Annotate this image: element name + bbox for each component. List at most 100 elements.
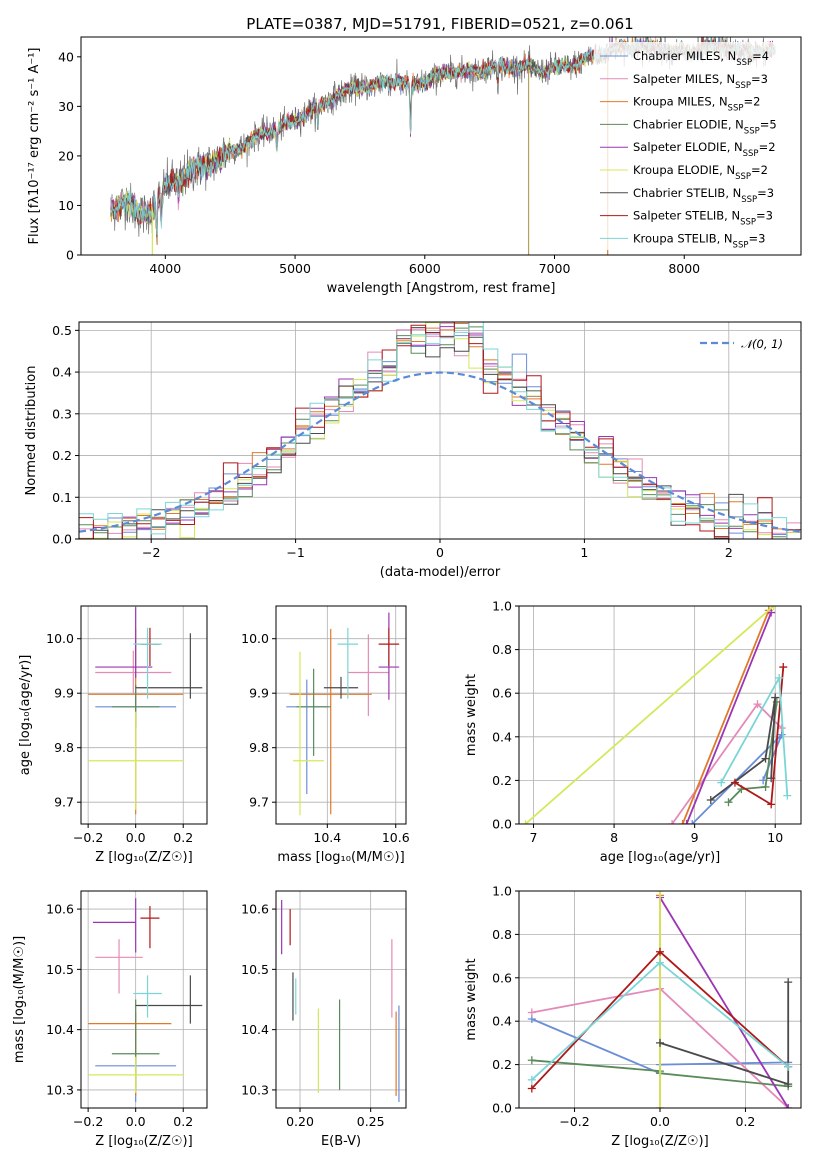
error-bar-point [95, 939, 143, 994]
error-bar-point [337, 627, 359, 699]
panel-age-vs-z: −0.2 0.0 0.2 9.7 9.8 9.9 10.0 Z [log₁₀(Z/Z☉)] ag… [18, 606, 207, 865]
error-bar-point [95, 607, 153, 678]
error-bar-point [296, 668, 331, 756]
axes-frame [275, 605, 407, 825]
legend-entry: Chabrier MILES, NSSP=4 [633, 49, 769, 68]
ticks: −0.2 0.0 0.2 0.0 0.2 0.4 0.6 0.8 1.0 [492, 884, 755, 1130]
ticks: −0.2 0.0 0.2 9.7 9.8 9.9 10.0 [46, 631, 193, 845]
y-tick-label: 0.5 [52, 323, 72, 338]
error-bar-point [135, 633, 203, 699]
x-tick-label: 0.2 [736, 1114, 756, 1129]
mass-weight-marker [521, 820, 530, 824]
x-axis-label: wavelength [Angstrom, rest frame] [327, 281, 556, 296]
y-tick-label: 30 [58, 99, 74, 114]
y-tick-label: 0 [66, 248, 74, 263]
y-tick-label: 0.0 [492, 1101, 512, 1116]
y-tick-label: 9.8 [54, 740, 74, 755]
x-axis-label: Z [log₁₀(Z/Z☉)] [95, 1134, 192, 1149]
x-tick-label: 0.2 [173, 830, 193, 845]
y-axis-label: mass weight [464, 674, 479, 756]
y-tick-label: 0.2 [492, 773, 512, 788]
spectrum-legend: Chabrier MILES, NSSP=4 Salpeter MILES, NS… [594, 42, 794, 250]
plot-area [521, 606, 792, 824]
y-tick-label: 10.0 [241, 631, 269, 646]
x-tick-label: 0.0 [650, 1114, 670, 1129]
residual-histogram [79, 322, 801, 539]
axes-frame [518, 605, 802, 825]
mass-weight-marker [724, 798, 733, 807]
plot-area [527, 891, 793, 1108]
x-tick-label: 0.0 [126, 830, 146, 845]
x-axis-label: Z [log₁₀(Z/Z☉)] [611, 1134, 708, 1149]
y-tick-label: 0.6 [492, 686, 512, 701]
error-bar-point [293, 651, 324, 816]
axes-frame [80, 890, 208, 1109]
plot-area [88, 607, 203, 815]
panel-residuals: −2 −1 0 1 2 0.0 0.1 0.2 0.3 0.4 0.5 (data-model)/er… [24, 322, 801, 580]
x-tick-label: 0 [436, 545, 444, 560]
y-axis-label: age [log₁₀(age/yr)] [18, 655, 33, 776]
legend-entry: Kroupa STELIB, NSSP=3 [633, 231, 765, 250]
y-tick-label: 9.7 [249, 795, 269, 810]
ticks: 4000 5000 6000 7000 8000 0 10 20 30 40 [58, 49, 700, 276]
plot-area [286, 612, 400, 816]
mass-weight-marker [706, 796, 715, 805]
y-tick-label: 0.2 [492, 1057, 512, 1072]
y-tick-label: 10.3 [241, 1082, 269, 1097]
mass-weight-marker [767, 608, 776, 617]
panel-age-vs-mass: 10.4 10.6 9.7 9.8 9.9 10.0 mass [log₁₀(M/M☉)] [241, 606, 410, 865]
mass-weight-marker [775, 673, 784, 682]
mass-weight-marker [761, 782, 770, 791]
y-tick-label: 0.4 [492, 729, 512, 744]
mass-weight-marker [656, 891, 664, 895]
mass-weight-marker [678, 820, 687, 824]
mass-weight-marker [761, 754, 770, 763]
x-tick-label: −0.2 [559, 1114, 589, 1129]
error-bar-point [289, 628, 372, 815]
axes-frame [275, 890, 407, 1109]
mass-weight-marker [753, 700, 762, 709]
y-tick-label: 0.0 [492, 817, 512, 832]
x-tick-label: 8000 [668, 261, 700, 276]
mass-weight-line [727, 701, 778, 803]
mass-weight-marker [656, 1038, 664, 1047]
axes-frame [80, 36, 802, 256]
mass-weight-marker [769, 606, 778, 610]
panel-mass-vs-ebv: 0.20 0.25 10.3 10.4 10.5 10.6 E(B-V) [241, 891, 406, 1149]
mass-weight-marker [784, 1062, 793, 1071]
legend-entry: 𝒩(0, 1) [741, 337, 783, 351]
ticks: 0.20 0.25 10.3 10.4 10.5 10.6 [241, 902, 384, 1129]
y-tick-label: 0.8 [492, 927, 512, 942]
mass-weight-line [524, 606, 775, 824]
y-tick-label: 10.6 [46, 902, 74, 917]
mass-weight-marker [527, 1075, 536, 1084]
normal-distribution-curve [79, 371, 801, 533]
y-tick-label: 0.6 [492, 970, 512, 985]
x-tick-label: 6000 [409, 261, 441, 276]
mass-weight-marker [779, 663, 788, 672]
y-tick-label: 10.4 [46, 1022, 74, 1037]
y-axis-label: mass [log₁₀(M/M☉)] [12, 936, 27, 1063]
mass-weight-marker [784, 978, 793, 987]
panel-weight-vs-z: −0.2 0.0 0.2 0.0 0.2 0.4 0.6 0.8 1.0 Z [log₁₀(Z/Z… [464, 884, 801, 1149]
panel-weight-vs-age: 7 8 9 10 0.0 0.2 0.4 0.6 0.8 1.0 age [log₁₀(age/yr… [464, 599, 801, 865]
x-tick-label: 4000 [149, 261, 181, 276]
mass-weight-line [681, 610, 770, 824]
x-tick-label: 5000 [279, 261, 311, 276]
mass-weight-marker [771, 693, 780, 702]
mass-weight-marker [527, 1056, 536, 1065]
x-tick-label: 7 [530, 830, 538, 845]
legend-entry: Chabrier ELODIE, NSSP=5 [633, 117, 777, 136]
plot-area [79, 322, 801, 539]
mass-weight-marker [730, 778, 739, 787]
error-bar-point [135, 975, 203, 1024]
plot-area [88, 898, 203, 1102]
legend-entry: Salpeter ELODIE, NSSP=2 [633, 140, 776, 159]
y-tick-label: 10.5 [46, 962, 74, 977]
mass-weight-line [710, 697, 777, 801]
mass-weight-marker [656, 1104, 664, 1108]
ticks: −0.2 0.0 0.2 10.3 10.4 10.5 10.6 [46, 902, 193, 1129]
x-axis-label: Z [log₁₀(Z/Z☉)] [95, 850, 192, 865]
mass-weight-marker [717, 778, 726, 787]
y-tick-label: 0.3 [52, 406, 72, 421]
